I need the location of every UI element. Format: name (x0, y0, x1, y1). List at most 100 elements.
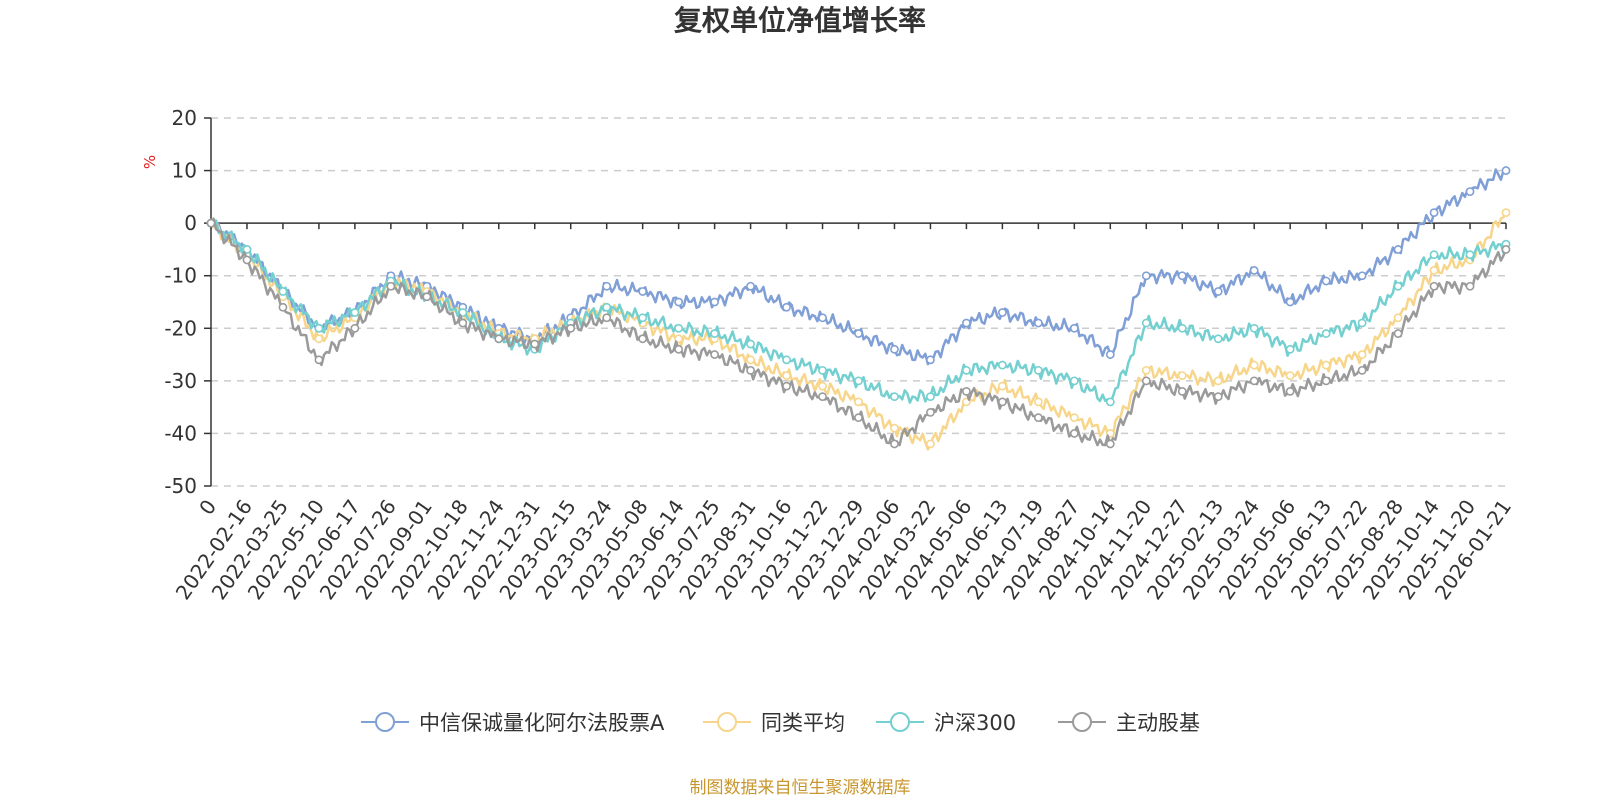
legend-marker-icon (890, 712, 910, 732)
data-point (890, 344, 899, 354)
legend-label: 同类平均 (761, 711, 845, 735)
x-tick-label: 0 (194, 495, 221, 519)
data-point (1501, 245, 1511, 254)
data-point (1465, 187, 1475, 196)
data-point (1213, 376, 1223, 386)
data-point (494, 334, 504, 344)
data-point (746, 281, 755, 291)
data-point (1357, 350, 1367, 359)
data-point (1069, 323, 1079, 333)
data-point (1105, 439, 1115, 449)
data-point (962, 365, 971, 375)
axes (210, 118, 1506, 486)
y-tick-label: -10 (164, 264, 197, 288)
data-point (854, 413, 863, 423)
data-point (242, 255, 252, 265)
data-point (1501, 208, 1511, 218)
data-point (1393, 281, 1403, 291)
legend-label: 中信保诚量化阿尔法股票A (419, 711, 665, 735)
data-point (1501, 166, 1511, 175)
data-point (1285, 297, 1295, 307)
data-point (710, 297, 720, 307)
data-point (1285, 386, 1295, 396)
legend-marker-icon (375, 712, 395, 732)
data-point (278, 302, 288, 312)
data-point (1141, 271, 1151, 281)
data-point (1321, 329, 1331, 338)
data-point (350, 323, 360, 333)
data-point (782, 302, 791, 312)
data-point (926, 355, 935, 365)
legend-item[interactable]: 主动股基 (1058, 711, 1200, 735)
data-point (314, 323, 324, 333)
data-point (1321, 376, 1331, 386)
data-point (638, 287, 648, 296)
data-point (1069, 429, 1079, 438)
data-point (1285, 344, 1295, 354)
data-point (1465, 281, 1475, 291)
data-point (1033, 397, 1043, 407)
data-point (1141, 376, 1151, 386)
data-point (890, 392, 899, 402)
data-point (566, 323, 576, 333)
y-tick-label: 20 (172, 106, 197, 130)
data-point (962, 386, 971, 396)
y-tick-label: 0 (184, 211, 197, 235)
data-point (602, 281, 612, 291)
data-point (1429, 250, 1439, 260)
data-point (926, 407, 935, 417)
data-point (638, 313, 648, 323)
legend-marker-icon (1072, 712, 1092, 732)
data-point (1465, 250, 1475, 260)
y-tick-label: -50 (164, 474, 197, 498)
data-point (997, 397, 1007, 407)
series-group (206, 166, 1511, 451)
data-point (1105, 397, 1115, 407)
data-point (890, 439, 899, 449)
data-point (746, 339, 755, 349)
data-point (854, 376, 863, 386)
legend-item[interactable]: 同类平均 (703, 711, 845, 735)
data-point (1249, 323, 1259, 333)
data-point (1177, 386, 1187, 396)
data-point (314, 334, 324, 344)
data-point (458, 318, 468, 328)
data-point (206, 218, 216, 228)
data-point (962, 318, 971, 328)
data-point (1357, 365, 1367, 375)
data-point (674, 334, 684, 344)
x-ticks: 02022-02-162022-03-252022-05-102022-06-1… (171, 223, 1516, 604)
data-point (997, 308, 1007, 317)
data-point (1321, 276, 1331, 286)
data-point (1069, 376, 1079, 386)
legend-label: 主动股基 (1116, 711, 1200, 735)
data-point (746, 365, 755, 375)
data-point (1285, 371, 1295, 380)
data-point (997, 381, 1007, 391)
data-point (710, 350, 720, 359)
data-point (422, 292, 432, 302)
data-point (818, 392, 827, 402)
data-point (854, 329, 863, 338)
data-point (602, 302, 612, 312)
y-tick-label: -30 (164, 369, 197, 393)
data-point (854, 397, 863, 407)
data-point (1429, 281, 1439, 291)
data-point (1033, 365, 1043, 375)
source-note: 制图数据来自恒生聚源数据库 (690, 778, 911, 798)
data-point (746, 355, 755, 365)
data-point (926, 392, 935, 402)
legend-item[interactable]: 沪深300 (876, 711, 1016, 735)
data-point (350, 308, 360, 317)
data-point (674, 323, 684, 333)
data-point (890, 423, 899, 433)
y-ticks: 20 10 0 -10 -20 -30 -40 -50 (164, 106, 211, 498)
data-point (602, 313, 612, 323)
data-point (1033, 318, 1043, 328)
data-point (1321, 360, 1331, 370)
data-point (818, 381, 827, 391)
legend-item[interactable]: 中信保诚量化阿尔法股票A (361, 711, 665, 735)
data-point (1429, 208, 1439, 218)
data-point (1213, 334, 1223, 344)
data-point (1177, 271, 1187, 281)
